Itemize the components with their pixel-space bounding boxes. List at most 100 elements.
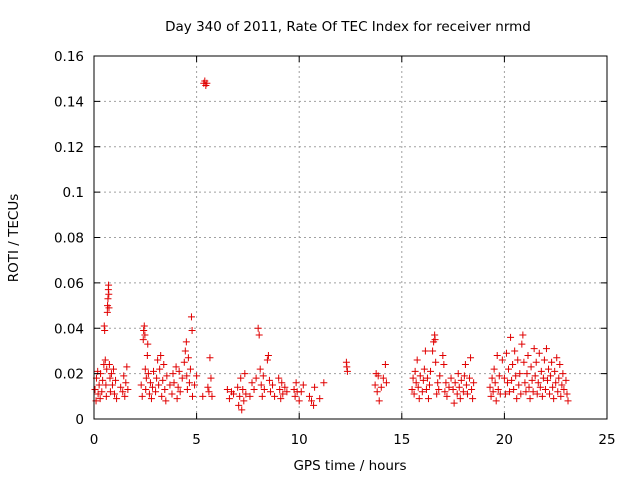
x-axis-label: GPS time / hours	[293, 458, 406, 474]
data-point	[534, 379, 542, 387]
y-tick-label: 0.06	[54, 276, 84, 292]
data-point	[242, 390, 250, 398]
data-point	[186, 365, 194, 373]
data-point	[292, 379, 300, 387]
data-point	[373, 388, 381, 396]
data-point	[486, 383, 494, 391]
data-point	[258, 392, 266, 400]
data-point	[183, 386, 191, 394]
data-point	[156, 365, 164, 373]
data-point	[184, 354, 192, 362]
axis-ticks: 0 5 10 15 20 25 0 0.02 0.04 0.06 0.08 0.1 0.12 0.14 0.…	[54, 49, 616, 448]
data-point	[462, 381, 470, 389]
data-point	[124, 386, 132, 394]
data-point	[490, 365, 498, 373]
data-point	[411, 367, 419, 375]
data-point	[102, 392, 110, 400]
data-point	[546, 390, 554, 398]
data-point	[279, 390, 287, 398]
data-point	[558, 381, 566, 389]
data-point	[551, 367, 559, 375]
data-point	[265, 376, 273, 384]
data-point	[180, 358, 188, 366]
data-point	[463, 390, 471, 398]
data-point	[145, 390, 153, 398]
data-point	[562, 376, 570, 384]
data-point	[142, 386, 150, 394]
data-point	[419, 376, 427, 384]
data-point	[517, 390, 525, 398]
data-point	[147, 395, 155, 403]
data-point	[469, 395, 477, 403]
data-point	[443, 392, 451, 400]
data-point	[509, 361, 517, 369]
data-point	[451, 379, 459, 387]
data-point	[545, 365, 553, 373]
data-point	[455, 383, 463, 391]
data-point	[412, 379, 420, 387]
data-point	[539, 374, 547, 382]
data-point	[382, 379, 390, 387]
data-point	[433, 390, 441, 398]
data-point	[105, 361, 113, 369]
data-point	[505, 365, 513, 373]
data-point	[157, 351, 165, 359]
data-point	[150, 367, 158, 375]
data-point	[238, 406, 246, 414]
data-point	[254, 324, 262, 332]
data-point	[553, 354, 561, 362]
data-point	[371, 381, 379, 389]
data-point	[556, 361, 564, 369]
data-point	[507, 333, 515, 341]
data-point	[454, 370, 462, 378]
data-point	[506, 388, 514, 396]
data-point	[122, 379, 130, 387]
data-point	[409, 374, 417, 382]
data-point	[138, 392, 146, 400]
data-point	[526, 395, 534, 403]
data-point	[538, 392, 546, 400]
data-point	[453, 390, 461, 398]
data-point	[435, 386, 443, 394]
data-point	[299, 381, 307, 389]
data-point	[104, 295, 112, 303]
data-point	[418, 388, 426, 396]
data-point	[143, 351, 151, 359]
data-point	[107, 370, 115, 378]
data-point	[153, 374, 161, 382]
data-point	[547, 372, 555, 380]
data-point	[175, 367, 183, 375]
data-point	[181, 347, 189, 355]
data-point	[94, 390, 102, 398]
data-point	[191, 381, 199, 389]
data-point	[540, 356, 548, 364]
data-point	[525, 383, 533, 391]
data-point	[527, 363, 535, 371]
data-point	[208, 392, 216, 400]
data-point	[512, 372, 520, 380]
data-point	[141, 331, 149, 339]
data-point	[515, 381, 523, 389]
data-point	[524, 351, 532, 359]
data-point	[176, 388, 184, 396]
data-points	[91, 77, 572, 414]
data-point	[487, 392, 495, 400]
data-point	[119, 388, 127, 396]
y-tick-label: 0.02	[54, 367, 84, 383]
data-point	[96, 395, 104, 403]
data-point	[137, 381, 145, 389]
data-point	[297, 388, 305, 396]
data-point	[168, 390, 176, 398]
data-point	[160, 361, 168, 369]
data-point	[513, 395, 521, 403]
data-point	[410, 390, 418, 398]
data-point	[563, 390, 571, 398]
data-point	[564, 397, 572, 405]
data-point	[155, 381, 163, 389]
data-point	[276, 386, 284, 394]
x-tick-label: 25	[598, 432, 615, 448]
data-point	[112, 376, 120, 384]
data-point	[374, 372, 382, 380]
data-point	[548, 358, 556, 366]
